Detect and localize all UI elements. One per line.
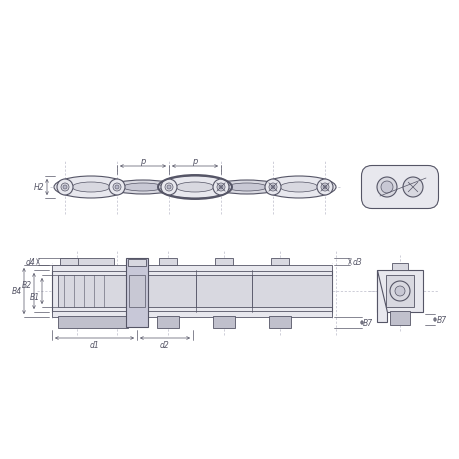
Bar (128, 259, 146, 266)
Circle shape (217, 184, 224, 191)
Text: H2: H2 (34, 183, 44, 192)
Text: B1: B1 (30, 292, 40, 301)
Text: d1: d1 (90, 341, 99, 350)
Text: B2: B2 (22, 281, 32, 290)
Circle shape (264, 179, 280, 196)
Bar (72, 258, 114, 265)
Circle shape (109, 179, 125, 196)
Text: d4: d4 (26, 257, 36, 266)
Text: d3: d3 (353, 257, 362, 266)
Circle shape (115, 185, 119, 190)
Circle shape (316, 179, 332, 196)
Bar (157, 316, 179, 328)
Circle shape (269, 184, 276, 191)
Ellipse shape (213, 180, 280, 195)
Polygon shape (376, 270, 386, 322)
Circle shape (161, 179, 177, 196)
Circle shape (63, 185, 67, 190)
Circle shape (213, 179, 229, 196)
Ellipse shape (72, 183, 110, 193)
Bar (58, 316, 128, 328)
Bar (140, 265, 331, 271)
Bar (58, 275, 128, 308)
Circle shape (322, 185, 326, 190)
Ellipse shape (54, 177, 128, 199)
Ellipse shape (262, 177, 335, 199)
Ellipse shape (110, 180, 176, 195)
Text: B7: B7 (436, 315, 446, 325)
Bar (52, 265, 134, 271)
Bar (376, 270, 422, 312)
Bar (60, 258, 78, 265)
Bar (140, 275, 331, 308)
Circle shape (320, 184, 328, 191)
Bar (140, 270, 331, 312)
Circle shape (165, 184, 173, 191)
Circle shape (218, 185, 223, 190)
Circle shape (57, 179, 73, 196)
Bar (52, 311, 134, 317)
Circle shape (270, 185, 274, 190)
Bar (52, 270, 134, 312)
Ellipse shape (176, 183, 213, 193)
Bar (140, 311, 331, 317)
Ellipse shape (157, 177, 231, 199)
Circle shape (113, 184, 121, 191)
Circle shape (376, 178, 396, 197)
Text: B4: B4 (12, 287, 22, 296)
Bar (159, 258, 177, 265)
Circle shape (402, 178, 422, 197)
Bar (270, 258, 288, 265)
Text: d2: d2 (160, 341, 169, 350)
Bar (385, 275, 413, 308)
Text: B7: B7 (362, 318, 372, 327)
Circle shape (61, 184, 69, 191)
Circle shape (394, 286, 404, 297)
Bar (391, 263, 407, 270)
Ellipse shape (123, 184, 162, 191)
Text: p: p (192, 156, 197, 165)
Bar (129, 275, 145, 308)
Bar (213, 316, 235, 328)
Circle shape (389, 281, 409, 302)
Bar (126, 258, 148, 327)
Text: p: p (140, 156, 146, 165)
Bar (389, 311, 409, 325)
Ellipse shape (226, 184, 266, 191)
FancyBboxPatch shape (361, 166, 437, 209)
Ellipse shape (280, 183, 317, 193)
Circle shape (167, 185, 171, 190)
Bar (214, 258, 233, 265)
Circle shape (380, 182, 392, 194)
Bar (269, 316, 291, 328)
